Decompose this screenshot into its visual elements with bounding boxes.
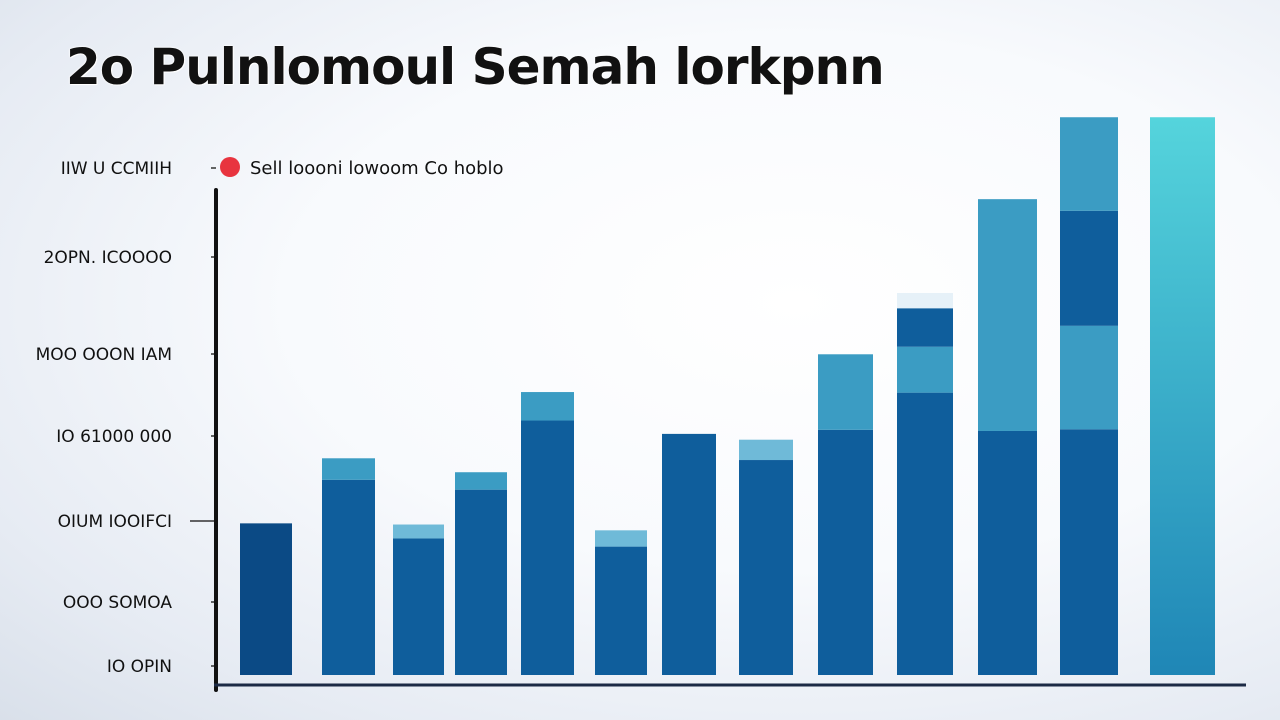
bar	[521, 392, 574, 675]
bar-segment	[1150, 117, 1215, 676]
bar-segment	[897, 346, 953, 393]
y-axis-ticks	[190, 167, 216, 667]
chart-title: 2o Pulnlomoul Semah lorkpnn	[66, 38, 885, 96]
bar	[240, 523, 292, 675]
bar-segment	[322, 479, 375, 675]
y-tick-label: IO 61000 000	[56, 427, 172, 447]
bar-segment	[393, 524, 444, 539]
bar-segment	[1060, 325, 1118, 430]
bar	[1150, 117, 1215, 676]
bar	[595, 530, 647, 675]
bar-segment	[521, 392, 574, 421]
bar-segment	[455, 472, 507, 490]
bar-segment	[595, 530, 647, 547]
bar-segment	[521, 420, 574, 675]
bar	[978, 199, 1037, 675]
bar-segment	[818, 354, 873, 430]
bar-segment	[818, 429, 873, 675]
bar-segment	[322, 458, 375, 480]
bar-segment	[739, 460, 793, 675]
bar-segment	[393, 538, 444, 675]
bar-segment	[595, 546, 647, 675]
legend-label: Sell loooni lowoom Co hoblo	[250, 158, 504, 179]
bar-segment	[1060, 117, 1118, 211]
y-tick-label: MOO OOON IAM	[36, 345, 172, 365]
bar-segment	[455, 489, 507, 675]
bar	[1060, 117, 1118, 675]
bar-segment	[1060, 429, 1118, 675]
y-tick-label: 2OPN. ICOOOO	[44, 248, 172, 268]
bar	[455, 472, 507, 675]
bar	[818, 354, 873, 675]
bar-segment	[1060, 210, 1118, 326]
legend-marker	[220, 157, 240, 177]
y-tick-label: OIUM IOOIFCI	[58, 512, 172, 532]
bar-segment	[739, 439, 793, 461]
bar	[662, 433, 716, 675]
y-tick-label: IIW U CCMIIH	[61, 159, 172, 179]
bar	[393, 524, 444, 675]
bar-segment	[662, 433, 716, 675]
bar-group	[240, 117, 1215, 676]
bar-segment	[978, 430, 1037, 675]
legend: Sell loooni lowoom Co hoblo	[220, 157, 504, 179]
bar-segment	[897, 392, 953, 675]
bar-segment	[978, 199, 1037, 431]
bar	[322, 458, 375, 675]
bar	[897, 308, 953, 675]
bar-segment	[897, 308, 953, 347]
y-tick-label: IO OPIN	[107, 657, 172, 677]
bar-segment	[240, 523, 292, 675]
y-axis-tick-labels: IIW U CCMIIH 2OPN. ICOOOO MOO OOON IAM IO 6…	[36, 159, 173, 677]
y-tick-label: OOO SOMOA	[63, 593, 172, 613]
bar	[739, 439, 793, 675]
